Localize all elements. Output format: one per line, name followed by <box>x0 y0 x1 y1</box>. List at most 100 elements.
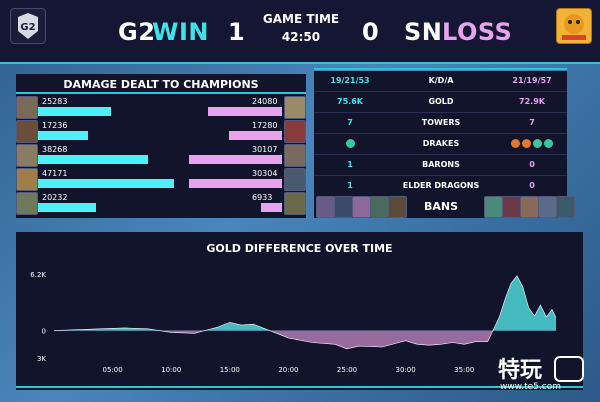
damage-title-underline <box>16 92 306 94</box>
ban-champion-portrait <box>484 196 503 218</box>
stat-label: DRAKES <box>422 139 460 148</box>
right-damage-bar <box>208 107 282 116</box>
y-tick-label: 3K <box>37 355 46 363</box>
x-tick-label: 35:00 <box>454 366 474 374</box>
stat-left-value: 75.6K <box>337 97 363 106</box>
left-damage-value: 47171 <box>42 169 68 178</box>
score-header: G2 G2 WIN 1 GAME TIME 42:50 0 SN LOSS <box>0 0 600 64</box>
stat-left-value: 19/21/53 <box>330 76 370 85</box>
right-damage-value: 30107 <box>252 145 278 154</box>
damage-panel: DAMAGE DEALT TO CHAMPIONS 25283 24080 1723… <box>16 74 306 218</box>
gold-difference-line <box>53 275 557 350</box>
right-champion-portrait <box>284 168 306 191</box>
left-damage-value: 25283 <box>42 97 68 106</box>
right-team-name: SN <box>404 18 443 46</box>
left-damage-value: 38268 <box>42 145 68 154</box>
gold-chart-panel: GOLD DIFFERENCE OVER TIME 6.2K 0 3K 05:00 10… <box>16 232 583 390</box>
right-champion-portrait <box>284 120 306 143</box>
stat-left-value <box>314 139 386 148</box>
y-tick-label: 0 <box>42 328 46 336</box>
right-damage-bar <box>261 203 282 212</box>
stats-row: 19/21/53 K/D/A 21/19/57 <box>314 71 567 92</box>
gold-chart-title: GOLD DIFFERENCE OVER TIME <box>206 242 393 255</box>
gold-difference-chart: 6.2K 0 3K 05:00 10:00 15:00 20:00 25:00 30:00 35:… <box>30 271 557 374</box>
watermark-url: www.te5.com <box>500 382 561 392</box>
g2-logo-icon: G2 <box>10 8 46 44</box>
right-damage-value: 17280 <box>252 121 278 130</box>
ban-champion-portrait <box>556 196 575 218</box>
negative-gold-area <box>54 330 556 349</box>
left-champion-portrait <box>16 192 38 215</box>
left-champion-portrait <box>16 168 38 191</box>
gold-chart-bottom-line <box>16 386 583 388</box>
left-damage-bar <box>38 155 148 164</box>
watermark-text: 特玩 <box>498 358 543 383</box>
left-damage-bar <box>38 107 111 116</box>
x-tick-label: 10:00 <box>161 366 181 374</box>
right-damage-value: 24080 <box>252 97 278 106</box>
right-damage-bar <box>229 131 282 140</box>
positive-gold-area <box>54 275 556 331</box>
stat-label: ELDER DRAGONS <box>402 181 480 190</box>
stats-row: 7 TOWERS 7 <box>314 113 567 134</box>
stats-row: 75.6K GOLD 72.9K <box>314 92 567 113</box>
left-team-score: 1 <box>228 18 245 46</box>
watermark-logo: 特玩 www.te5.com <box>496 352 596 400</box>
left-damage-bar <box>38 179 174 188</box>
right-damage-value: 30304 <box>252 169 278 178</box>
left-damage-bar <box>38 203 96 212</box>
ban-champion-portrait <box>538 196 557 218</box>
svg-text:G2: G2 <box>20 22 35 33</box>
left-champion-portrait <box>16 120 38 143</box>
gamepad-icon <box>554 356 584 382</box>
ban-champion-portrait <box>502 196 521 218</box>
x-tick-label: 05:00 <box>103 366 123 374</box>
stat-right-value: 72.9K <box>519 97 545 106</box>
game-time-label: GAME TIME <box>262 12 340 26</box>
right-damage-bar <box>189 155 282 164</box>
right-champion-portrait <box>284 96 306 119</box>
ban-champion-portrait <box>370 196 389 218</box>
x-tick-label: 30:00 <box>396 366 416 374</box>
stat-right-value: 0 <box>529 181 535 190</box>
right-damage-bar <box>189 179 282 188</box>
left-team-name: G2 <box>118 18 156 46</box>
stat-right-value: 0 <box>529 160 535 169</box>
right-damage-value: 6933 <box>252 193 273 202</box>
left-team-result: WIN <box>152 18 209 46</box>
ban-champion-portrait <box>316 196 335 218</box>
stat-label: GOLD <box>428 97 454 106</box>
drake-icon <box>533 139 542 148</box>
right-team-score: 0 <box>362 18 379 46</box>
left-champion-portrait <box>16 96 38 119</box>
left-damage-bar <box>38 131 88 140</box>
drake-icon <box>511 139 520 148</box>
stat-label: K/D/A <box>428 76 454 85</box>
ban-champion-portrait <box>520 196 539 218</box>
stats-row: DRAKES <box>314 134 567 155</box>
right-champion-portrait <box>284 192 306 215</box>
stat-left-value: 7 <box>347 118 353 127</box>
stat-right-value: 7 <box>529 118 535 127</box>
stat-left-value: 1 <box>347 181 353 190</box>
left-damage-value: 20232 <box>42 193 68 202</box>
stat-label: TOWERS <box>421 118 461 127</box>
x-tick-label: 20:00 <box>278 366 298 374</box>
ban-champion-portrait <box>352 196 371 218</box>
right-team-result: LOSS <box>442 18 513 46</box>
y-tick-label: 6.2K <box>30 271 46 279</box>
drake-icon <box>522 139 531 148</box>
left-damage-value: 17236 <box>42 121 68 130</box>
damage-title: DAMAGE DEALT TO CHAMPIONS <box>63 78 259 91</box>
drake-icon <box>544 139 553 148</box>
ban-champion-portrait <box>334 196 353 218</box>
stats-row: 1 BARONS 0 <box>314 155 567 176</box>
ban-champion-portrait <box>388 196 407 218</box>
stats-top-line <box>314 68 567 70</box>
stat-left-value: 1 <box>347 160 353 169</box>
sn-logo-icon <box>556 8 592 44</box>
game-time-value: 42:50 <box>281 30 321 44</box>
right-champion-portrait <box>284 144 306 167</box>
stat-label: BARONS <box>422 160 460 169</box>
drake-icon <box>345 139 355 148</box>
